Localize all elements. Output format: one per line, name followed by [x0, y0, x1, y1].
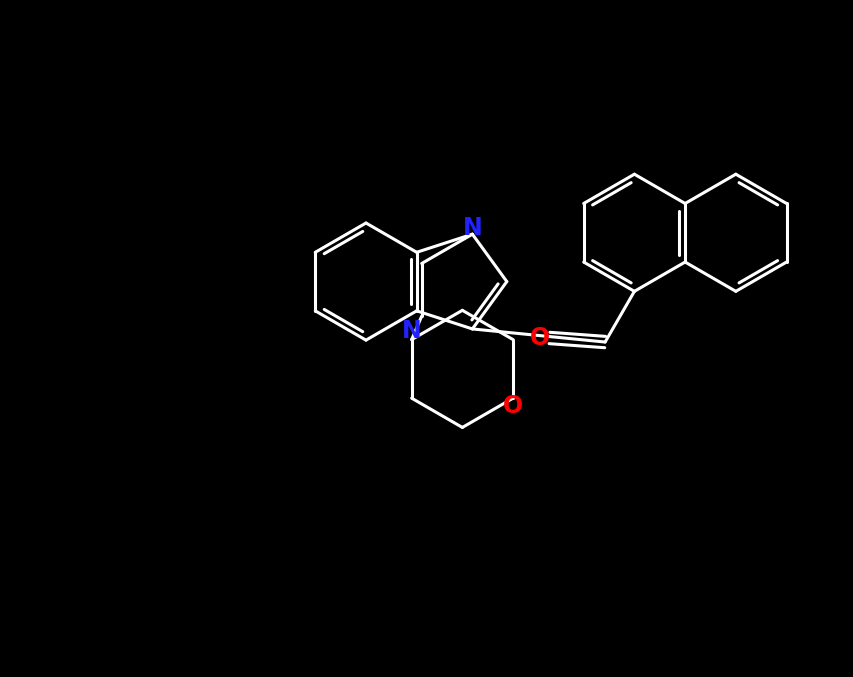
Text: O: O	[502, 394, 523, 418]
Text: N: N	[462, 216, 482, 240]
Text: N: N	[401, 320, 421, 343]
Text: O: O	[529, 326, 549, 350]
